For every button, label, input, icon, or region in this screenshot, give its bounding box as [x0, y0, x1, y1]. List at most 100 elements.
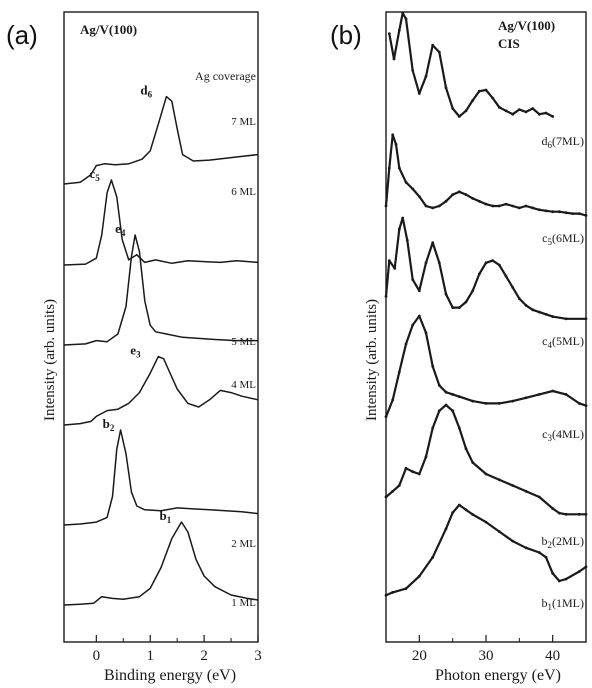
series-label: b1(1ML)	[542, 596, 585, 612]
data-point	[524, 546, 528, 550]
panel-b-subtitle: CIS	[498, 36, 520, 51]
data-point	[417, 314, 421, 318]
data-point	[471, 461, 475, 464]
panel-a-x-label: Binding energy (eV)	[104, 667, 236, 684]
data-point	[511, 539, 515, 543]
data-point	[392, 57, 396, 61]
data-point	[537, 112, 541, 116]
data-point	[531, 308, 535, 312]
data-point	[451, 107, 455, 110]
data-point	[537, 208, 541, 212]
data-point	[511, 484, 515, 487]
data-point	[471, 289, 475, 293]
peak-label: d6	[140, 83, 152, 100]
data-point	[557, 210, 561, 214]
data-point	[451, 193, 455, 197]
data-point	[551, 507, 555, 510]
data-point	[391, 398, 395, 402]
data-point	[451, 393, 455, 396]
data-point	[511, 286, 515, 289]
data-point	[491, 204, 495, 208]
data-point	[551, 572, 555, 575]
data-point	[444, 86, 448, 90]
panel-a-title: Ag/V(100)	[80, 22, 137, 37]
data-point	[401, 11, 405, 15]
data-point	[431, 43, 435, 47]
data-point	[584, 404, 588, 407]
data-point	[404, 180, 408, 184]
coverage-label: 5 ML	[231, 336, 256, 348]
data-point	[537, 393, 541, 396]
data-point	[411, 69, 415, 72]
data-point	[524, 204, 528, 208]
data-point	[497, 204, 501, 208]
data-point	[391, 489, 395, 493]
panel-a-curves: 7 ML d6 6 ML c5 5 ML e4 4 ML e3 2 ML b2 1 ML b1	[63, 83, 259, 609]
data-point	[497, 263, 501, 267]
panel-a: (a) Ag/V(100) Ag coverage 0 1 2 3 7 ML d6 6 M…	[6, 11, 262, 684]
data-point	[384, 495, 388, 499]
data-point	[417, 289, 421, 293]
data-point	[537, 495, 541, 499]
data-point	[484, 202, 488, 206]
data-point	[564, 317, 568, 321]
peak-label: b1	[159, 508, 171, 525]
panel-b-letter: (b)	[330, 20, 362, 50]
data-point	[517, 108, 521, 111]
data-point	[444, 199, 448, 203]
data-point	[424, 261, 428, 265]
data-point	[511, 112, 515, 116]
data-point	[577, 212, 581, 216]
data-point	[464, 447, 468, 451]
data-point	[464, 300, 468, 304]
peak-label: c5	[89, 166, 100, 183]
data-point	[457, 395, 461, 398]
data-point	[484, 472, 488, 476]
data-point	[457, 306, 461, 309]
data-point	[457, 503, 461, 507]
data-point	[457, 190, 461, 194]
data-point	[531, 107, 535, 110]
data-point	[464, 109, 468, 113]
data-point	[477, 199, 481, 203]
data-point	[437, 204, 441, 208]
x-tick-label: 30	[479, 648, 494, 664]
data-point	[457, 115, 461, 118]
coverage-label: 1 ML	[231, 597, 256, 609]
data-point	[384, 415, 388, 419]
data-point	[551, 389, 555, 393]
series-line-c3-4ml-	[384, 314, 587, 418]
data-point	[387, 166, 391, 170]
x-tick-label: 1	[146, 648, 154, 664]
series-line-2-ml	[63, 429, 259, 526]
panel-b-x-label: Photon energy (eV)	[435, 667, 561, 684]
data-point	[551, 115, 555, 118]
data-point	[497, 105, 501, 109]
data-point	[557, 511, 561, 515]
data-point	[431, 365, 435, 368]
series-label: d6(7ML)	[542, 134, 585, 150]
data-point	[517, 297, 521, 300]
data-point	[504, 202, 508, 206]
data-point	[424, 455, 428, 459]
data-point	[384, 593, 388, 597]
data-point	[404, 342, 408, 346]
data-point	[497, 478, 501, 482]
data-point	[491, 259, 495, 262]
data-point	[404, 587, 408, 590]
data-point	[391, 591, 395, 594]
data-point	[397, 227, 401, 231]
data-point	[471, 197, 475, 200]
data-point	[417, 92, 421, 95]
data-point	[451, 306, 455, 309]
data-point	[387, 259, 391, 262]
data-point	[564, 393, 568, 396]
series-line-b2-2ml-	[385, 403, 586, 516]
data-point	[451, 409, 455, 413]
data-point	[511, 204, 515, 208]
data-point	[444, 527, 448, 531]
data-point	[431, 555, 435, 559]
data-point	[393, 267, 397, 270]
data-point	[394, 142, 398, 146]
